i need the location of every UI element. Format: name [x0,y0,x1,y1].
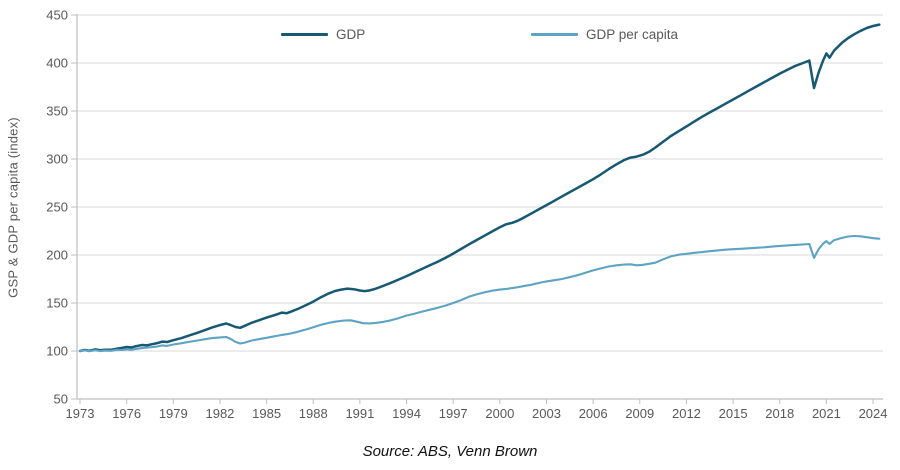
x-tick-label: 1988 [299,406,328,421]
y-tick-label: 250 [46,200,68,215]
gdp-per-capita-line [78,234,881,353]
y-tick-label: 400 [46,56,68,71]
x-tick-label: 2024 [859,406,888,421]
y-tick-label: 450 [46,8,68,23]
legend-item-gdp: GDP [281,26,366,42]
x-tick-label: 1982 [205,406,234,421]
y-tick-label: 50 [54,392,68,407]
gdp-line [78,23,881,353]
gdp-line-swatch [281,32,328,36]
y-tick-label: 150 [46,296,68,311]
x-tick-label: 2015 [719,406,748,421]
legend-label-gdp-per-capita: GDP per capita [586,26,679,42]
y-tick-label: 350 [46,104,68,119]
x-tick-label: 2000 [485,406,514,421]
gdp-per-capita-line-swatch [531,32,578,36]
x-tick-label: 2021 [812,406,841,421]
x-tick-label: 1994 [392,406,421,421]
y-tick-label: 200 [46,248,68,263]
y-tick-label: 300 [46,152,68,167]
x-tick-label: 1979 [159,406,188,421]
x-tick-label: 1997 [439,406,468,421]
x-tick-label: 1973 [66,406,95,421]
x-tick-label: 1991 [345,406,374,421]
x-tick-label: 2012 [672,406,701,421]
legend-label-gdp: GDP [336,26,366,42]
source-note: Source: ABS, Venn Brown [362,443,538,460]
x-tick-label: 1976 [112,406,141,421]
x-tick-label: 1985 [252,406,281,421]
y-axis-title: GSP & GDP per capita (index) [5,117,21,298]
y-tick-label: 100 [46,344,68,359]
legend-item-gdp-per-capita: GDP per capita [531,26,679,42]
x-tick-label: 2003 [532,406,561,421]
x-tick-label: 2018 [765,406,794,421]
x-tick-label: 2009 [625,406,654,421]
x-tick-label: 2006 [579,406,608,421]
